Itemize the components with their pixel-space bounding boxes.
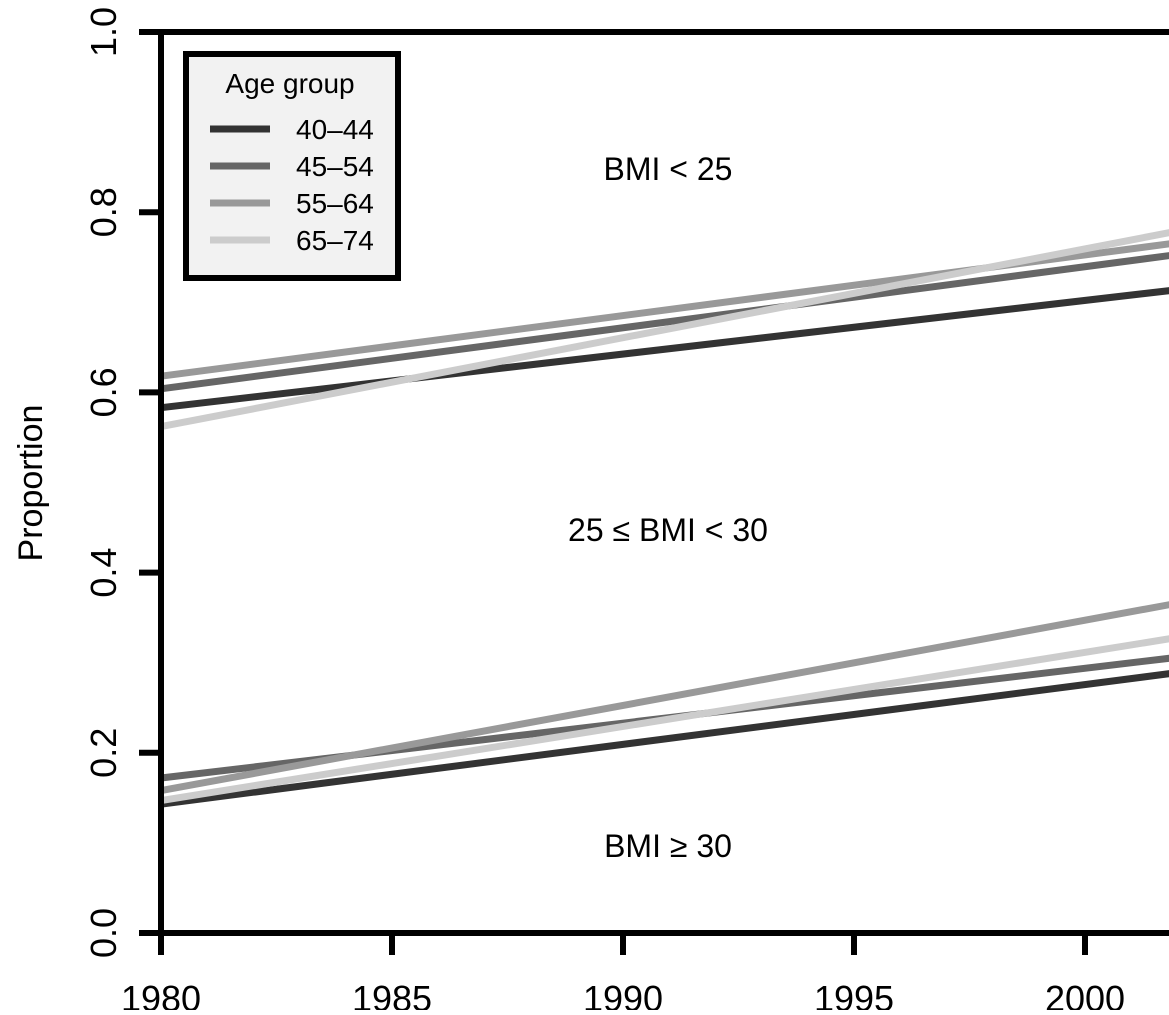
region-labels: BMI < 25 25 ≤ BMI < 30 BMI ≥ 30 xyxy=(568,151,768,864)
legend-entry-label: 45–54 xyxy=(296,151,374,182)
series-line-lower-7 xyxy=(160,635,1169,805)
series-line-upper-3 xyxy=(160,229,1169,431)
x-tick-label: 2000 xyxy=(1045,978,1125,1010)
axes-layer: 1980 1985 1990 1995 2000 0.0 0.2 0.4 0.6 0.8 1.0 xyxy=(83,7,1169,1015)
y-tick-label: 0.6 xyxy=(83,367,124,417)
series-line-lower-4 xyxy=(160,670,1169,808)
series-line-upper-1 xyxy=(160,252,1169,393)
legend: Age group 40–44 45–54 55–64 65–74 xyxy=(183,51,401,281)
y-tick-label: 0.8 xyxy=(83,187,124,237)
region-label-lower: BMI ≥ 30 xyxy=(604,828,732,864)
x-tick-label: 1980 xyxy=(121,978,201,1010)
x-tick-label: 1990 xyxy=(583,978,663,1010)
region-label-middle: 25 ≤ BMI < 30 xyxy=(568,512,768,548)
series-layer xyxy=(160,229,1169,808)
series-line-upper-0 xyxy=(160,287,1169,412)
y-axis-title: Proportion xyxy=(12,405,50,562)
legend-entry-label: 65–74 xyxy=(296,225,374,256)
y-tick-label: 1.0 xyxy=(83,7,124,57)
series-line-lower-6 xyxy=(160,601,1169,795)
y-tick-label: 0.0 xyxy=(83,908,124,958)
y-tick-label: 0.4 xyxy=(83,548,124,598)
y-tick-label: 0.2 xyxy=(83,728,124,778)
region-label-upper: BMI < 25 xyxy=(604,151,733,187)
legend-entry-label: 55–64 xyxy=(296,188,374,219)
legend-entry-label: 40–44 xyxy=(296,114,374,145)
x-tick-label: 1995 xyxy=(814,978,894,1010)
x-tick-label: 1985 xyxy=(352,978,432,1010)
legend-title: Age group xyxy=(225,68,354,99)
